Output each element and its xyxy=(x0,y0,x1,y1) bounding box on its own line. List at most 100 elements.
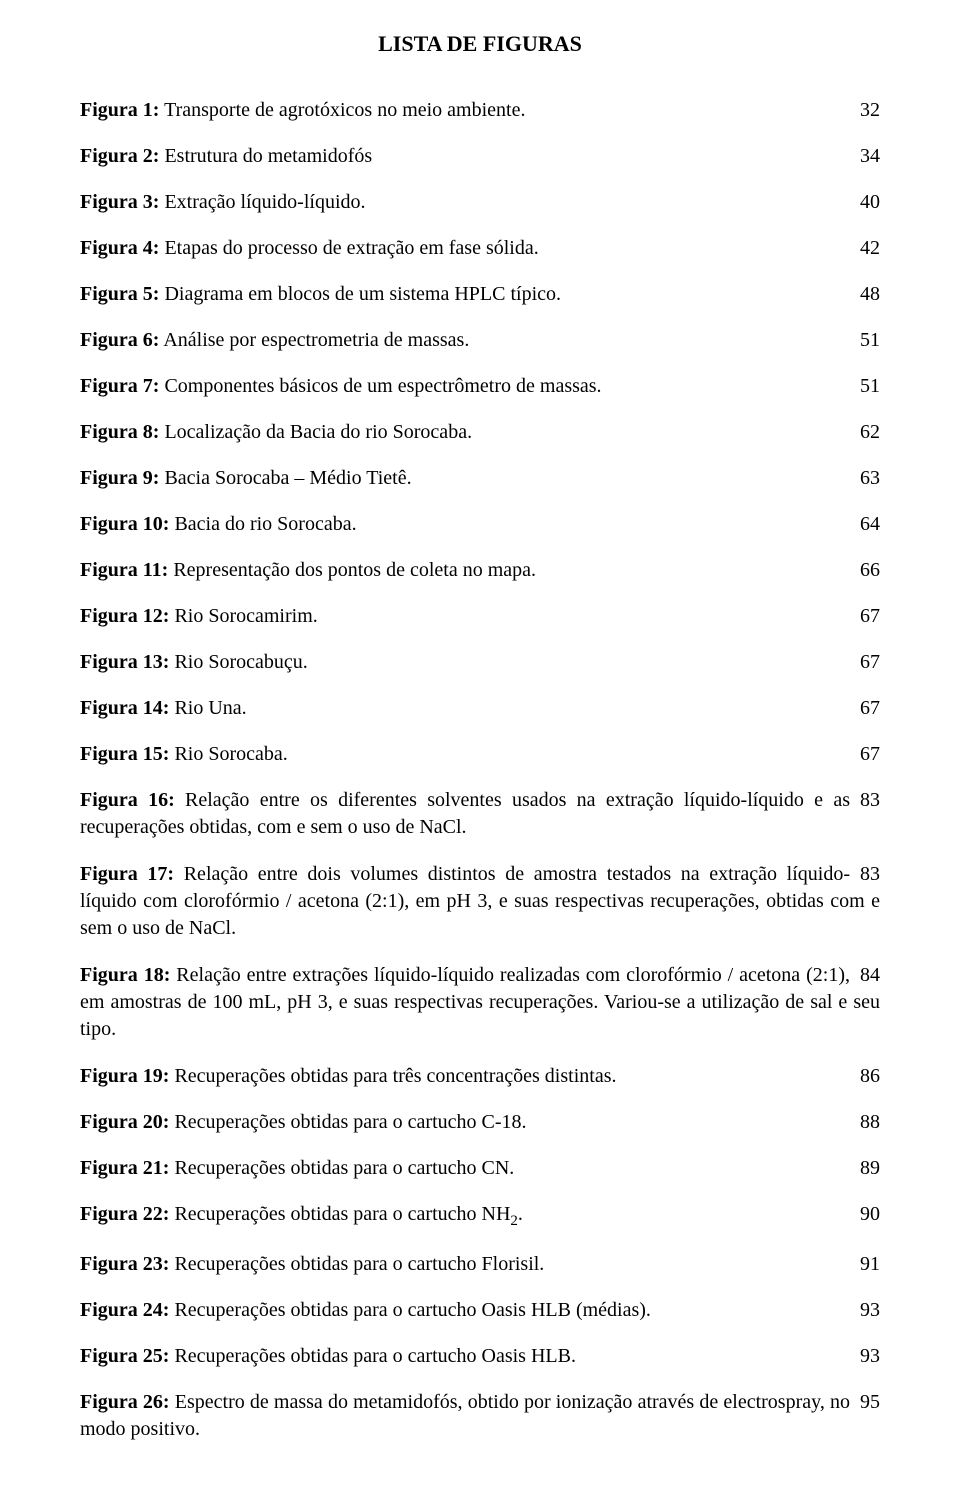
page-number: 64 xyxy=(850,511,880,537)
figure-entry: 88 Figura 20: Recuperações obtidas para o… xyxy=(80,1109,880,1135)
figure-label: Figura 25: xyxy=(80,1345,169,1367)
figure-label: Figura 3: xyxy=(80,191,159,213)
figure-label: Figura 13: xyxy=(80,651,169,673)
figure-entry: 34 Figura 2: Estrutura do metamidofós xyxy=(80,143,880,169)
figure-text: Componentes básicos de um espectrômetro … xyxy=(159,375,601,397)
figure-label: Figura 11: xyxy=(80,559,168,581)
figure-text: Relação entre extrações líquido-líquido … xyxy=(80,964,880,1040)
figure-entry: 83 Figura 16: Relação entre os diferentes… xyxy=(80,787,880,841)
figure-label: Figura 15: xyxy=(80,743,169,765)
page-number: 95 xyxy=(850,1389,880,1416)
figure-label: Figura 22: xyxy=(80,1203,169,1225)
figure-text: Rio Sorocabuçu. xyxy=(169,651,307,673)
figure-label: Figura 24: xyxy=(80,1299,169,1321)
figure-entry: 67 Figura 12: Rio Sorocamirim. xyxy=(80,603,880,629)
figure-text: Rio Sorocaba. xyxy=(169,743,287,765)
figure-text-post: . xyxy=(518,1203,523,1225)
figure-label: Figura 14: xyxy=(80,697,169,719)
figure-text: Recuperações obtidas para o cartucho Oas… xyxy=(169,1345,576,1367)
page-number: 51 xyxy=(850,327,880,353)
figure-text: Etapas do processo de extração em fase s… xyxy=(159,237,538,259)
figure-text: Recuperações obtidas para o cartucho Flo… xyxy=(169,1253,544,1275)
figure-list: 32Figura 1: Transporte de agrotóxicos no… xyxy=(80,97,880,1444)
page-number: 67 xyxy=(850,649,880,675)
figure-label: Figura 5: xyxy=(80,283,159,305)
page-number: 89 xyxy=(850,1155,880,1181)
page-number: 67 xyxy=(850,741,880,767)
figure-entry: 91 Figura 23: Recuperações obtidas para o… xyxy=(80,1251,880,1277)
figure-entry: 62 Figura 8: Localização da Bacia do rio … xyxy=(80,419,880,445)
figure-label: Figura 2: xyxy=(80,145,159,167)
figure-label: Figura 16: xyxy=(80,789,175,811)
figure-entry: 95Figura 26: Espectro de massa do metami… xyxy=(80,1389,880,1443)
figure-text: Relação entre os diferentes solventes us… xyxy=(80,789,850,838)
page-number: 67 xyxy=(850,695,880,721)
figure-entry: 48Figura 5: Diagrama em blocos de um sis… xyxy=(80,281,880,307)
figure-entry: 51 Figura 7: Componentes básicos de um es… xyxy=(80,373,880,399)
figure-text: Representação dos pontos de coleta no ma… xyxy=(168,559,536,581)
figure-entry: 66 Figura 11: Representação dos pontos de… xyxy=(80,557,880,583)
figure-label: Figura 17: xyxy=(80,863,174,885)
page-number: 86 xyxy=(850,1063,880,1089)
figure-label: Figura 18: xyxy=(80,964,170,986)
page-number: 34 xyxy=(850,143,880,169)
page-number: 66 xyxy=(850,557,880,583)
figure-label: Figura 23: xyxy=(80,1253,169,1275)
figure-text: Relação entre dois volumes distintos de … xyxy=(80,863,880,939)
page-number: 83 xyxy=(850,861,880,888)
figure-text: Extração líquido-líquido. xyxy=(159,191,365,213)
figure-text: Bacia Sorocaba – Médio Tietê. xyxy=(159,467,411,489)
figure-text: Recuperações obtidas para o cartucho CN. xyxy=(169,1157,514,1179)
figure-text: Localização da Bacia do rio Sorocaba. xyxy=(159,421,472,443)
page-number: 40 xyxy=(850,189,880,215)
page-number: 63 xyxy=(850,465,880,491)
figure-label: Figura 7: xyxy=(80,375,159,397)
figure-text: Recuperações obtidas para o cartucho C-1… xyxy=(169,1111,526,1133)
figure-label: Figura 6: xyxy=(80,329,159,351)
page-number: 90 xyxy=(850,1201,880,1227)
figure-text: Rio Sorocamirim. xyxy=(169,605,317,627)
figure-text: Diagrama em blocos de um sistema HPLC tí… xyxy=(159,283,561,305)
figure-entry: 93 Figura 24: Recuperações obtidas para o… xyxy=(80,1297,880,1323)
figure-entry: 67 Figura 15: Rio Sorocaba. xyxy=(80,741,880,767)
figure-text: Análise por espectrometria de massas. xyxy=(159,329,469,351)
page-number: 93 xyxy=(850,1343,880,1369)
figure-text: Bacia do rio Sorocaba. xyxy=(169,513,356,535)
page-title: LISTA DE FIGURAS xyxy=(80,30,880,59)
figure-entry: 84 Figura 18: Relação entre extrações líq… xyxy=(80,962,880,1043)
figure-entry: 42 Figura 4: Etapas do processo de extraç… xyxy=(80,235,880,261)
figure-entry: 86 Figura 19: Recuperações obtidas para t… xyxy=(80,1063,880,1089)
page-number: 83 xyxy=(850,787,880,814)
figure-label: Figura 9: xyxy=(80,467,159,489)
figure-entry: 67Figura 14: Rio Una. xyxy=(80,695,880,721)
figure-text: Estrutura do metamidofós xyxy=(159,145,372,167)
figure-text: Recuperações obtidas para o cartucho NH xyxy=(169,1203,510,1225)
figure-entry: 89 Figura 21: Recuperações obtidas para o… xyxy=(80,1155,880,1181)
figure-label: Figura 4: xyxy=(80,237,159,259)
figure-entry: 63 Figura 9: Bacia Sorocaba – Médio Tietê… xyxy=(80,465,880,491)
page-number: 42 xyxy=(850,235,880,261)
page-number: 84 xyxy=(850,962,880,989)
figure-label: Figura 20: xyxy=(80,1111,169,1133)
page-number: 91 xyxy=(850,1251,880,1277)
figure-label: Figura 12: xyxy=(80,605,169,627)
page-number: 88 xyxy=(850,1109,880,1135)
figure-text: Espectro de massa do metamidofós, obtido… xyxy=(80,1391,850,1440)
figure-entry: 93 Figura 25: Recuperações obtidas para o… xyxy=(80,1343,880,1369)
figure-label: Figura 1: xyxy=(80,99,159,121)
figure-label: Figura 10: xyxy=(80,513,169,535)
page-number: 62 xyxy=(850,419,880,445)
figure-label: Figura 8: xyxy=(80,421,159,443)
page-number: 67 xyxy=(850,603,880,629)
figure-entry: 32Figura 1: Transporte de agrotóxicos no… xyxy=(80,97,880,123)
figure-text: Recuperações obtidas para três concentra… xyxy=(169,1065,616,1087)
figure-entry: 83 Figura 17: Relação entre dois volumes … xyxy=(80,861,880,942)
figure-label: Figura 19: xyxy=(80,1065,169,1087)
page-number: 51 xyxy=(850,373,880,399)
figure-entry: 67 Figura 13: Rio Sorocabuçu. xyxy=(80,649,880,675)
page-number: 93 xyxy=(850,1297,880,1323)
figure-entry: 90 Figura 22: Recuperações obtidas para o… xyxy=(80,1201,880,1232)
figure-text: Recuperações obtidas para o cartucho Oas… xyxy=(169,1299,651,1321)
figure-entry: 64 Figura 10: Bacia do rio Sorocaba. xyxy=(80,511,880,537)
figure-label: Figura 21: xyxy=(80,1157,169,1179)
